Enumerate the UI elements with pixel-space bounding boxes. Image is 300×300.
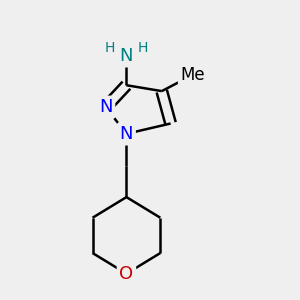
Text: N: N: [120, 47, 133, 65]
Text: O: O: [119, 265, 134, 283]
Text: N: N: [99, 98, 112, 116]
Text: N: N: [120, 125, 133, 143]
Text: H: H: [105, 41, 116, 56]
Text: H: H: [137, 41, 148, 56]
Text: Me: Me: [180, 66, 205, 84]
